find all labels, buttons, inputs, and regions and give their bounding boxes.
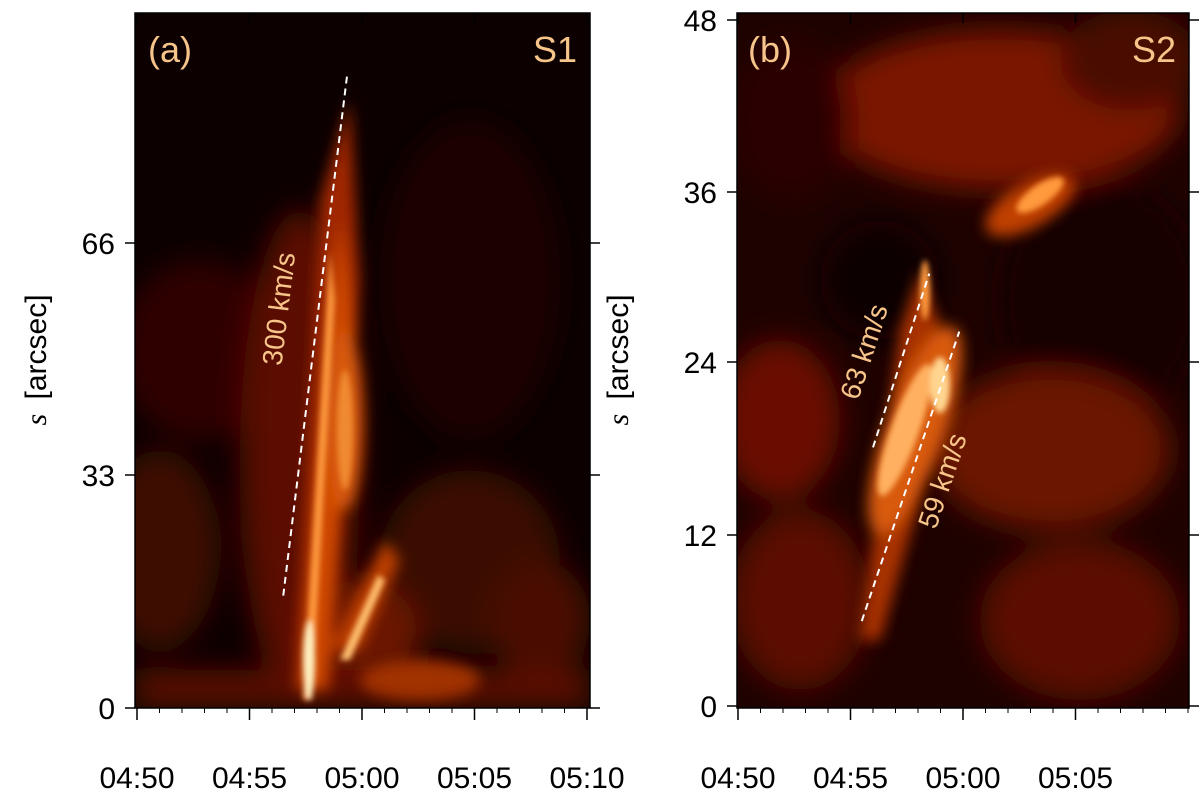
panel-b-label: (b) [748, 29, 792, 70]
x-tick-label: 04:55 [813, 762, 888, 792]
y-tick-label: 24 [684, 347, 717, 380]
x-tick-label: 05:05 [437, 762, 512, 792]
y-tick-label: 66 [82, 228, 115, 261]
x-tick-label: 04:55 [212, 762, 287, 792]
x-tick-label: 04:50 [700, 762, 775, 792]
y-tick-label: 0 [98, 693, 115, 726]
panel-a-ylabel: s [arcsec] [20, 294, 53, 425]
annotation-line [872, 273, 931, 448]
x-tick-label: 05:00 [324, 762, 399, 792]
x-tick-label: 05:10 [549, 762, 624, 792]
x-tick-label: 05:00 [925, 762, 1000, 792]
panel-a-label: (a) [148, 29, 192, 70]
annotation-line [282, 76, 348, 596]
panel-a: 04:50 04:55 05:00 05:05 05:10 0 33 66 (a) S1 3… [20, 12, 625, 792]
y-tick-label: 0 [700, 691, 717, 724]
panel-a-ylabel-unit: [arcsec] [20, 294, 53, 399]
panel-a-ylabel-symbol: s [20, 414, 53, 426]
panel-b-heatmap [737, 13, 1189, 708]
y-tick-label: 33 [82, 460, 115, 493]
panel-a-heatmap [135, 13, 590, 708]
panel-b-ylabel: s [arcsec] [602, 294, 635, 425]
y-tick-label: 12 [684, 520, 717, 553]
panel-a-y-ticks: 0 33 66 [82, 228, 600, 726]
panel-b-y-ticks: 0 12 24 36 48 [684, 5, 1199, 724]
panel-b-ylabel-unit: [arcsec] [602, 294, 635, 399]
panel-a-x-ticks: 04:50 04:55 05:00 05:05 05:10 [99, 13, 625, 792]
x-tick-label: 05:05 [1038, 762, 1113, 792]
x-tick-label: 04:50 [99, 762, 174, 792]
panel-b-series-label: S2 [1132, 29, 1176, 70]
y-tick-label: 36 [684, 177, 717, 210]
panel-b-x-ticks: 04:50 04:55 05:00 05:05 [700, 13, 1189, 792]
panel-a-series-label: S1 [533, 29, 577, 70]
panel-b-ylabel-symbol: s [602, 414, 635, 426]
annotation-line [860, 331, 961, 622]
y-tick-label: 48 [684, 5, 717, 38]
